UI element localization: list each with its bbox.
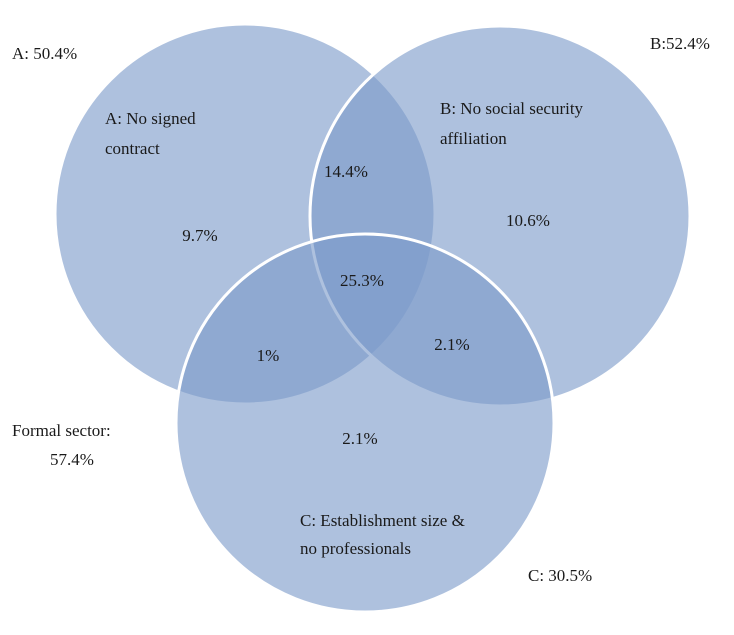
region-value: 25.3% (340, 271, 384, 290)
set-total: C: 30.5% (528, 566, 592, 585)
region-value: 2.1% (434, 335, 469, 354)
set-label: C: Establishment size & (300, 511, 465, 530)
region-value: 14.4% (324, 162, 368, 181)
set-c-circle (174, 232, 556, 614)
region-value: 10.6% (506, 211, 550, 230)
set-label: affiliation (440, 129, 507, 148)
outside-label: Formal sector: (12, 421, 111, 440)
set-label: contract (105, 139, 160, 158)
region-value: 2.1% (342, 429, 377, 448)
set-label: A: No signed (105, 109, 196, 128)
set-total: A: 50.4% (12, 44, 77, 63)
region-value: 1% (257, 346, 280, 365)
set-label: B: No social security (440, 99, 584, 118)
region-value: 9.7% (182, 226, 217, 245)
set-label: no professionals (300, 539, 411, 558)
outside-label: 57.4% (50, 450, 94, 469)
set-total: B:52.4% (650, 34, 710, 53)
